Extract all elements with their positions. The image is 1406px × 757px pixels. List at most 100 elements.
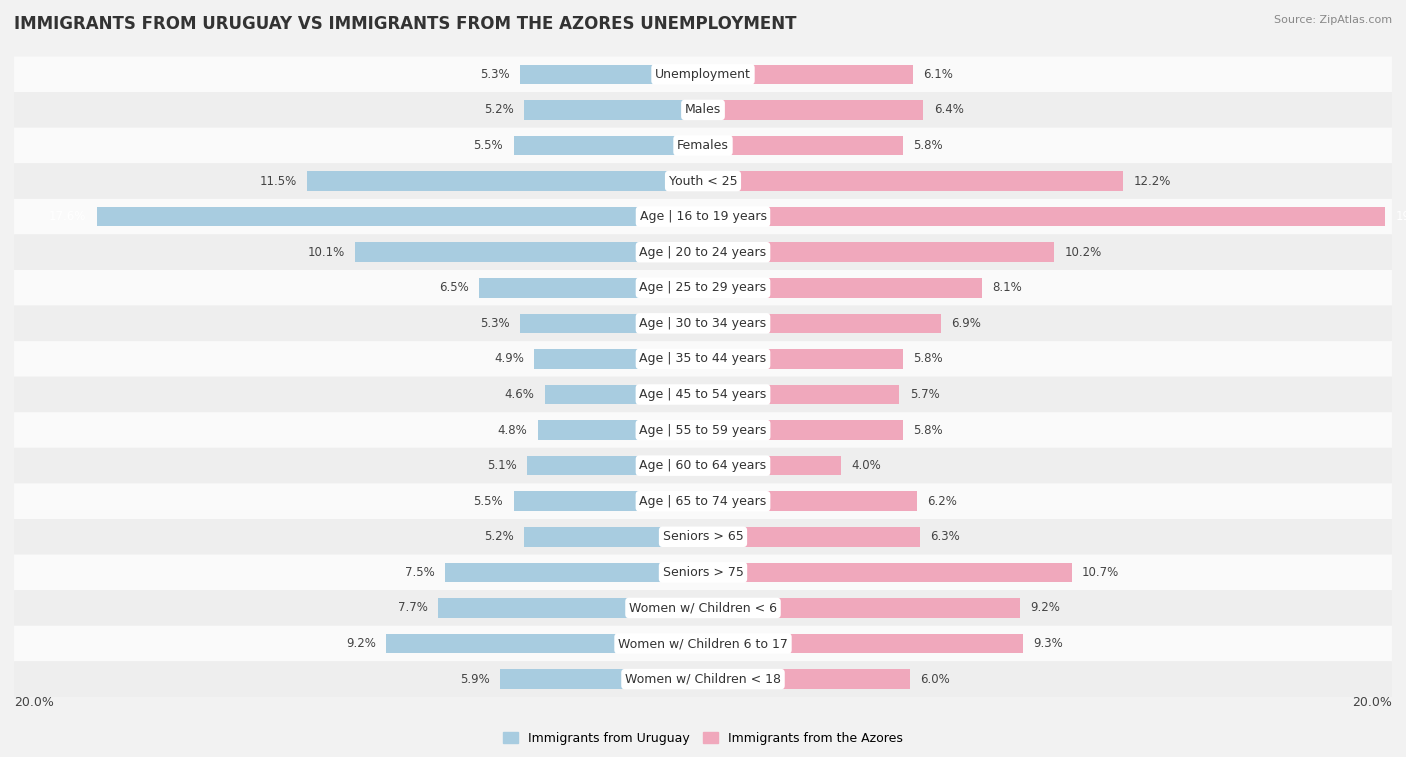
Bar <box>703 456 841 475</box>
Text: Males: Males <box>685 104 721 117</box>
Text: 7.7%: 7.7% <box>398 602 427 615</box>
Bar <box>703 242 1054 262</box>
Bar <box>703 669 910 689</box>
FancyBboxPatch shape <box>14 590 1392 626</box>
Text: 17.6%: 17.6% <box>49 210 86 223</box>
Text: 4.9%: 4.9% <box>494 353 524 366</box>
FancyBboxPatch shape <box>14 377 1392 413</box>
Bar <box>356 242 703 262</box>
Bar <box>544 385 703 404</box>
Text: 5.1%: 5.1% <box>488 459 517 472</box>
Text: 5.2%: 5.2% <box>484 531 513 544</box>
FancyBboxPatch shape <box>14 199 1392 235</box>
Text: 7.5%: 7.5% <box>405 566 434 579</box>
Text: Age | 16 to 19 years: Age | 16 to 19 years <box>640 210 766 223</box>
Text: 20.0%: 20.0% <box>14 696 53 709</box>
FancyBboxPatch shape <box>14 626 1392 662</box>
Text: 5.8%: 5.8% <box>912 353 943 366</box>
Legend: Immigrants from Uruguay, Immigrants from the Azores: Immigrants from Uruguay, Immigrants from… <box>499 727 907 750</box>
Text: 5.7%: 5.7% <box>910 388 939 401</box>
Text: 11.5%: 11.5% <box>259 175 297 188</box>
Bar <box>703 527 920 547</box>
Bar <box>97 207 703 226</box>
Text: Age | 35 to 44 years: Age | 35 to 44 years <box>640 353 766 366</box>
Bar <box>479 278 703 298</box>
FancyBboxPatch shape <box>14 306 1392 341</box>
Text: 8.1%: 8.1% <box>993 282 1022 294</box>
Bar <box>307 171 703 191</box>
Bar <box>703 313 941 333</box>
Bar <box>513 136 703 155</box>
Text: 6.2%: 6.2% <box>927 495 956 508</box>
Bar <box>499 669 703 689</box>
Text: 19.8%: 19.8% <box>1395 210 1406 223</box>
FancyBboxPatch shape <box>14 484 1392 519</box>
Text: Age | 55 to 59 years: Age | 55 to 59 years <box>640 424 766 437</box>
FancyBboxPatch shape <box>14 92 1392 128</box>
Text: 4.0%: 4.0% <box>851 459 882 472</box>
Text: Women w/ Children < 6: Women w/ Children < 6 <box>628 602 778 615</box>
FancyBboxPatch shape <box>14 662 1392 697</box>
FancyBboxPatch shape <box>14 57 1392 92</box>
Text: 4.8%: 4.8% <box>498 424 527 437</box>
Bar <box>520 313 703 333</box>
Bar <box>537 420 703 440</box>
Bar <box>527 456 703 475</box>
Text: IMMIGRANTS FROM URUGUAY VS IMMIGRANTS FROM THE AZORES UNEMPLOYMENT: IMMIGRANTS FROM URUGUAY VS IMMIGRANTS FR… <box>14 15 797 33</box>
Bar <box>703 634 1024 653</box>
FancyBboxPatch shape <box>14 164 1392 199</box>
Bar <box>444 562 703 582</box>
Text: Seniors > 75: Seniors > 75 <box>662 566 744 579</box>
Text: Unemployment: Unemployment <box>655 68 751 81</box>
Text: Women w/ Children 6 to 17: Women w/ Children 6 to 17 <box>619 637 787 650</box>
Text: 5.5%: 5.5% <box>474 139 503 152</box>
FancyBboxPatch shape <box>14 270 1392 306</box>
Text: 10.7%: 10.7% <box>1083 566 1119 579</box>
Text: Age | 25 to 29 years: Age | 25 to 29 years <box>640 282 766 294</box>
Text: 20.0%: 20.0% <box>1353 696 1392 709</box>
Text: 5.5%: 5.5% <box>474 495 503 508</box>
Text: 6.1%: 6.1% <box>924 68 953 81</box>
Text: Youth < 25: Youth < 25 <box>669 175 737 188</box>
Bar <box>524 527 703 547</box>
Text: 10.2%: 10.2% <box>1064 246 1102 259</box>
Text: 9.3%: 9.3% <box>1033 637 1063 650</box>
Text: 6.3%: 6.3% <box>931 531 960 544</box>
Text: 6.4%: 6.4% <box>934 104 963 117</box>
Bar <box>703 100 924 120</box>
FancyBboxPatch shape <box>14 413 1392 448</box>
Bar <box>703 207 1385 226</box>
Text: 6.0%: 6.0% <box>920 673 950 686</box>
Bar <box>703 385 900 404</box>
Bar <box>524 100 703 120</box>
Bar <box>703 562 1071 582</box>
Text: Source: ZipAtlas.com: Source: ZipAtlas.com <box>1274 15 1392 25</box>
Bar <box>703 171 1123 191</box>
FancyBboxPatch shape <box>14 448 1392 484</box>
Text: Age | 30 to 34 years: Age | 30 to 34 years <box>640 317 766 330</box>
Text: 5.3%: 5.3% <box>481 68 510 81</box>
Text: Age | 60 to 64 years: Age | 60 to 64 years <box>640 459 766 472</box>
Text: 9.2%: 9.2% <box>1031 602 1060 615</box>
Text: Age | 65 to 74 years: Age | 65 to 74 years <box>640 495 766 508</box>
FancyBboxPatch shape <box>14 341 1392 377</box>
Text: 4.6%: 4.6% <box>505 388 534 401</box>
Text: Age | 20 to 24 years: Age | 20 to 24 years <box>640 246 766 259</box>
Bar <box>703 349 903 369</box>
Bar <box>513 491 703 511</box>
Text: Women w/ Children < 18: Women w/ Children < 18 <box>626 673 780 686</box>
Text: 5.8%: 5.8% <box>912 139 943 152</box>
FancyBboxPatch shape <box>14 555 1392 590</box>
Text: 12.2%: 12.2% <box>1133 175 1171 188</box>
Text: Age | 45 to 54 years: Age | 45 to 54 years <box>640 388 766 401</box>
Text: 5.3%: 5.3% <box>481 317 510 330</box>
Text: Seniors > 65: Seniors > 65 <box>662 531 744 544</box>
Text: 5.9%: 5.9% <box>460 673 489 686</box>
Bar <box>703 491 917 511</box>
Text: 9.2%: 9.2% <box>346 637 375 650</box>
Text: 6.9%: 6.9% <box>950 317 981 330</box>
Text: 5.8%: 5.8% <box>912 424 943 437</box>
Text: 5.2%: 5.2% <box>484 104 513 117</box>
Bar <box>387 634 703 653</box>
Bar <box>520 64 703 84</box>
